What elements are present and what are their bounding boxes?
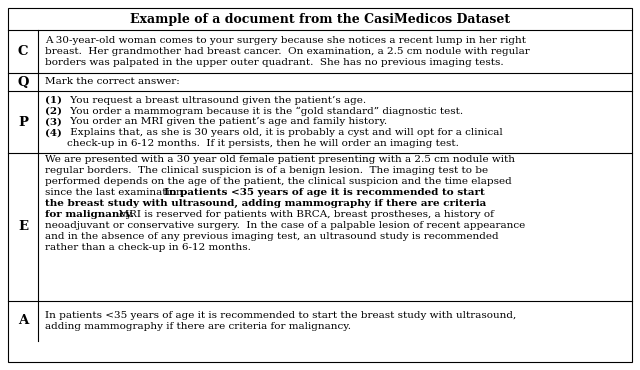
- Text: We are presented with a 30 year old female patient presenting with a 2.5 cm nodu: We are presented with a 30 year old fema…: [45, 155, 515, 165]
- Text: (1): (1): [45, 96, 62, 105]
- Text: P: P: [18, 115, 28, 128]
- Text: A 30-year-old woman comes to your surgery because she notices a recent lump in h: A 30-year-old woman comes to your surger…: [45, 36, 526, 45]
- Text: breast.  Her grandmother had breast cancer.  On examination, a 2.5 cm nodule wit: breast. Her grandmother had breast cance…: [45, 47, 530, 56]
- Text: since the last examination.: since the last examination.: [45, 188, 193, 197]
- Text: check-up in 6-12 months.  If it persists, then he will order an imaging test.: check-up in 6-12 months. If it persists,…: [67, 139, 459, 148]
- Text: performed depends on the age of the patient, the clinical suspicion and the time: performed depends on the age of the pati…: [45, 177, 512, 186]
- Text: Explains that, as she is 30 years old, it is probably a cyst and will opt for a : Explains that, as she is 30 years old, i…: [67, 128, 503, 137]
- Text: In patients <35 years of age it is recommended to start the breast study with ul: In patients <35 years of age it is recom…: [45, 311, 516, 320]
- Text: (2): (2): [45, 107, 62, 115]
- Text: neoadjuvant or conservative surgery.  In the case of a palpable lesion of recent: neoadjuvant or conservative surgery. In …: [45, 221, 525, 230]
- Text: for malignancy.: for malignancy.: [45, 210, 134, 219]
- Text: You request a breast ultrasound given the patient’s age.: You request a breast ultrasound given th…: [67, 96, 366, 105]
- Text: rather than a check-up in 6-12 months.: rather than a check-up in 6-12 months.: [45, 242, 251, 252]
- Text: Q: Q: [17, 75, 29, 88]
- Text: MRI is reserved for patients with BRCA, breast prostheses, a history of: MRI is reserved for patients with BRCA, …: [113, 210, 494, 219]
- Text: You order an MRI given the patient’s age and family history.: You order an MRI given the patient’s age…: [67, 118, 387, 127]
- Text: Mark the correct answer:: Mark the correct answer:: [45, 77, 180, 87]
- Text: (3): (3): [45, 118, 62, 127]
- Text: Example of a document from the CasiMedicos Dataset: Example of a document from the CasiMedic…: [130, 13, 510, 26]
- Text: regular borders.  The clinical suspicion is of a benign lesion.  The imaging tes: regular borders. The clinical suspicion …: [45, 166, 488, 175]
- Text: borders was palpated in the upper outer quadrant.  She has no previous imaging t: borders was palpated in the upper outer …: [45, 58, 504, 67]
- Text: adding mammography if there are criteria for malignancy.: adding mammography if there are criteria…: [45, 322, 351, 331]
- Text: and in the absence of any previous imaging test, an ultrasound study is recommen: and in the absence of any previous imagi…: [45, 232, 499, 240]
- Text: A: A: [18, 314, 28, 327]
- Text: the breast study with ultrasound, adding mammography if there are criteria: the breast study with ultrasound, adding…: [45, 199, 486, 208]
- Text: C: C: [18, 45, 28, 58]
- Text: E: E: [18, 221, 28, 233]
- Text: You order a mammogram because it is the “gold standard” diagnostic test.: You order a mammogram because it is the …: [67, 107, 463, 116]
- Text: In patients <35 years of age it is recommended to start: In patients <35 years of age it is recom…: [164, 188, 484, 197]
- Text: (4): (4): [45, 128, 62, 137]
